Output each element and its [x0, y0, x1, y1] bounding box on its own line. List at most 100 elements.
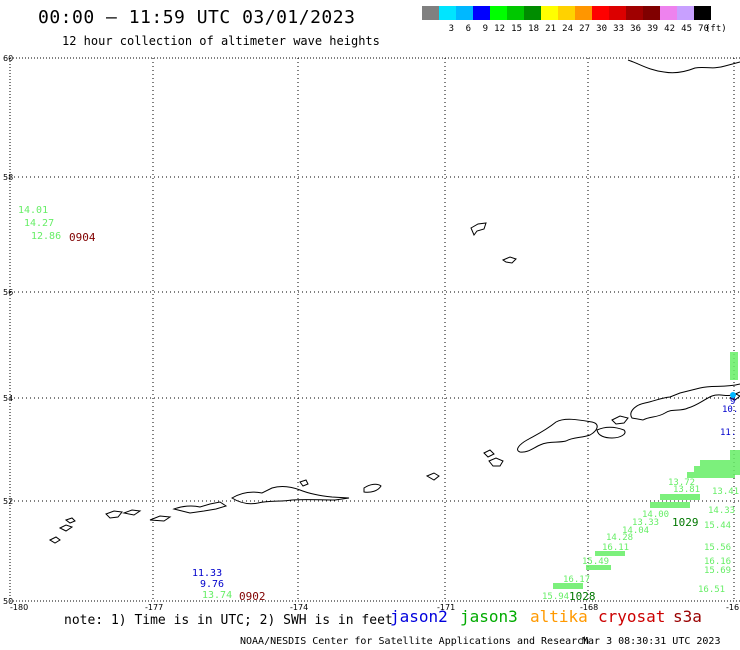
legend-label: 33	[613, 24, 624, 34]
obs-label: 13.33	[632, 518, 660, 528]
obs-label: 13.72	[668, 478, 696, 488]
map-title: 00:00 – 11:59 UTC 03/01/2023	[38, 7, 356, 28]
track-mark	[730, 450, 740, 475]
latitude-tick-label: 52	[3, 497, 13, 506]
sat-altika: altika	[530, 607, 588, 626]
unalaska-island	[517, 418, 598, 453]
track-mark	[694, 466, 736, 473]
obs-label: 9.76	[200, 579, 225, 590]
latitude-tick-label: 58	[3, 173, 13, 182]
legend-swatch	[507, 6, 524, 20]
obs-label: 15.49	[582, 557, 610, 567]
coastline-outlines	[48, 59, 740, 544]
legend-label: 15	[511, 24, 522, 34]
islands-of-four-mountains	[483, 449, 504, 467]
legend-swatch	[473, 6, 490, 20]
legend-unit: (ft)	[705, 24, 727, 34]
legend-label: 27	[579, 24, 590, 34]
track-mark	[660, 494, 700, 500]
legend-label: 42	[664, 24, 675, 34]
track-mark	[730, 352, 738, 380]
amlia-island	[363, 483, 382, 493]
legend-swatch	[439, 6, 456, 20]
unimak-coast	[630, 383, 740, 421]
atka-adak-chain	[231, 486, 350, 505]
axis-tick-labels: -180 -177 -174 -171 -168 -16 60 58 56 54 52 50	[3, 54, 739, 612]
legend-label: 39	[647, 24, 658, 34]
map-frame	[9, 57, 740, 602]
legend-label: 70	[698, 24, 709, 34]
latitude-tick-label: 50	[3, 597, 13, 606]
credit-text: NOAA/NESDIS Center for Satellite Applica…	[240, 636, 590, 647]
track-mark	[687, 472, 735, 478]
longitude-tick-label: -177	[145, 603, 163, 612]
small-islet-1	[299, 479, 309, 487]
legend-label: 18	[528, 24, 539, 34]
obs-label: 16.17	[563, 575, 591, 585]
map-gridlines	[10, 58, 740, 601]
sat-s3a: s3a	[673, 607, 702, 626]
akutan-islands	[611, 415, 629, 425]
observation-point	[730, 392, 736, 398]
central-aleutians	[149, 501, 228, 522]
obs-label: 12.86	[31, 231, 62, 242]
obs-label: 15.44	[704, 521, 732, 531]
obs-label: 16.11	[602, 543, 630, 553]
latitude-tick-label: 54	[3, 394, 13, 403]
track-mark	[586, 565, 611, 570]
legend-swatch	[558, 6, 575, 20]
obs-label: 14.33	[708, 506, 736, 516]
sat-jason2: jason2	[390, 607, 448, 626]
sat-jason3: jason3	[460, 607, 518, 626]
track-mark	[700, 460, 736, 467]
legend-swatch	[626, 6, 643, 20]
legend-swatch	[677, 6, 694, 20]
longitude-tick-label: -168	[580, 603, 598, 612]
obs-label: 16.16	[704, 557, 732, 567]
obs-label: 15.56	[704, 543, 732, 553]
legend-label: 12	[494, 24, 505, 34]
latitude-tick-label: 56	[3, 288, 13, 297]
longitude-tick-label: -174	[290, 603, 308, 612]
legend-swatch	[490, 6, 507, 20]
legend-swatch	[541, 6, 558, 20]
legend-swatch	[592, 6, 609, 20]
footnote: note: 1) Time is in UTC; 2) SWH is in fe…	[64, 613, 393, 628]
obs-label: 14.28	[606, 533, 634, 543]
obs-label: 11.	[720, 428, 737, 438]
generated-timestamp: Mar 3 08:30:31 UTC 2023	[582, 636, 721, 647]
legend-label: 9	[482, 24, 488, 34]
obs-label: 13.74	[202, 590, 233, 601]
legend-swatch	[422, 6, 439, 20]
legend-label: 21	[545, 24, 556, 34]
track-mark	[553, 583, 583, 589]
pribilof-island-st-george	[501, 256, 517, 264]
obs-label: 0904	[69, 231, 96, 244]
obs-label: 14.01	[18, 205, 49, 216]
obs-label: 0902	[239, 590, 266, 603]
legend-label: 6	[465, 24, 471, 34]
yunaska	[425, 472, 440, 481]
pribilof-island-st-paul	[470, 222, 487, 236]
legend-swatch	[643, 6, 660, 20]
sat-cryosat: cryosat	[598, 607, 666, 626]
obs-label: 14.04	[622, 526, 650, 536]
legend-label: 36	[630, 24, 641, 34]
legend-label: 3	[448, 24, 454, 34]
umnak-island	[596, 426, 626, 439]
rat-islands	[105, 509, 142, 519]
obs-label: 1028	[569, 590, 596, 603]
legend-swatch	[456, 6, 473, 20]
legend-label: 45	[681, 24, 692, 34]
legend-swatch	[575, 6, 592, 20]
obs-label: 9	[730, 397, 736, 407]
obs-label: 1029	[672, 516, 699, 529]
longitude-tick-label: -171	[437, 603, 455, 612]
latitude-tick-label: 60	[3, 54, 13, 63]
obs-label: 14.27	[24, 218, 55, 229]
legend-swatch	[524, 6, 541, 20]
legend-label: 30	[596, 24, 607, 34]
obs-label: 10.	[722, 405, 739, 415]
